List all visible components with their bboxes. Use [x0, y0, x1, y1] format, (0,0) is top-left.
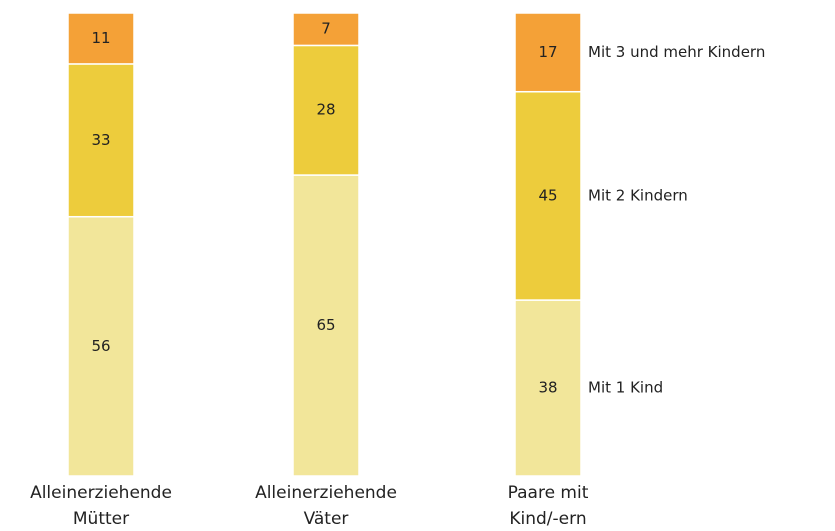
value-label: 11	[91, 29, 110, 47]
bar-segment	[514, 299, 582, 477]
bar-segment	[514, 12, 582, 93]
x-tick-label: Alleinerziehende Väter	[255, 483, 397, 529]
bar-segment	[67, 215, 135, 477]
bar-segment	[67, 63, 135, 218]
bar-segment	[292, 12, 360, 47]
value-label: 33	[91, 131, 110, 149]
x-tick-label: Paare mit Kind/-ern	[507, 483, 589, 529]
value-label: 56	[91, 337, 110, 355]
value-label: 28	[316, 101, 335, 119]
bar-segment	[514, 90, 582, 301]
value-label: 38	[538, 379, 557, 397]
legend-label: Mit 3 und mehr Kindern	[588, 43, 765, 61]
value-label: 17	[538, 43, 557, 61]
value-label: 65	[316, 316, 335, 334]
legend-label: Mit 1 Kind	[588, 379, 663, 397]
bar-segment	[67, 12, 135, 65]
value-label: 45	[538, 186, 557, 204]
x-tick-label: Alleinerziehende Mütter	[30, 483, 172, 529]
bar-segment	[292, 44, 360, 176]
bar-segment	[292, 174, 360, 477]
value-label: 7	[321, 20, 331, 38]
legend-label: Mit 2 Kindern	[588, 186, 688, 204]
